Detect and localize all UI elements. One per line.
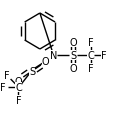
- Text: F: F: [87, 63, 93, 73]
- Text: O: O: [42, 56, 49, 66]
- Text: F: F: [4, 70, 9, 80]
- Text: C: C: [15, 82, 22, 92]
- Text: N: N: [49, 51, 57, 60]
- Text: F: F: [87, 38, 93, 48]
- Text: C: C: [86, 51, 93, 60]
- Text: O: O: [69, 63, 76, 73]
- Text: F: F: [15, 95, 21, 105]
- Text: F: F: [101, 51, 106, 60]
- Text: F: F: [0, 82, 6, 92]
- Text: O: O: [69, 38, 76, 48]
- Text: O: O: [14, 76, 22, 86]
- Text: S: S: [69, 51, 75, 60]
- Text: S: S: [29, 66, 35, 76]
